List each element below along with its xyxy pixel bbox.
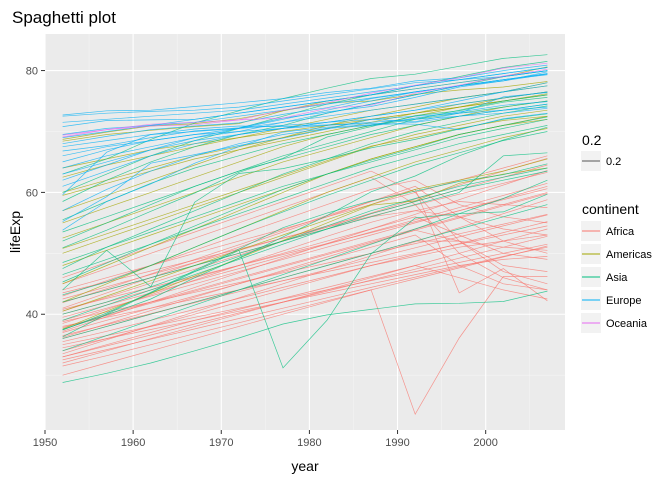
series-line-asia [62, 193, 548, 369]
series-line-africa [62, 234, 548, 333]
y-tick-label: 40 [26, 309, 38, 321]
axis-ticks: 1950 1960 1970 1980 1990 2000 40 60 80 [26, 66, 498, 449]
series-line-americas [62, 94, 548, 193]
series-line-africa [62, 170, 548, 332]
alpha-legend-title: 0.2 [582, 132, 602, 148]
series-line-asia [62, 131, 548, 296]
series-line-asia [62, 61, 548, 193]
x-tick-label: 1950 [33, 437, 57, 449]
series-line-africa [62, 216, 548, 315]
series-line-americas [62, 158, 548, 312]
series-line-africa [62, 213, 548, 322]
continent-legend: continent Africa Americas Asia Europe Oceani… [581, 201, 652, 333]
series-line-africa [62, 214, 548, 336]
series-line-africa [62, 243, 548, 346]
series-line-africa [62, 201, 548, 324]
series-line-africa [62, 171, 548, 294]
series-line-oceania [62, 68, 548, 136]
series-line-africa [62, 182, 548, 318]
series-line-asia [62, 116, 548, 283]
series-line-africa [62, 229, 548, 338]
series-line-asia [62, 204, 548, 339]
legend-label-europe: Europe [606, 295, 641, 307]
series-line-africa [62, 193, 548, 328]
series-line-asia [62, 97, 548, 249]
series-line-asia [62, 100, 548, 221]
series-line-africa [62, 192, 548, 330]
series-line-asia [62, 167, 548, 315]
series-line-asia [62, 152, 548, 303]
series-line-europe [62, 73, 548, 135]
series-line-asia [62, 113, 548, 291]
y-axis-title: lifeExp [7, 211, 23, 253]
series-line-europe [62, 82, 548, 181]
series-line-europe [62, 101, 548, 231]
x-tick-label: 1970 [209, 437, 233, 449]
series-line-asia [62, 94, 548, 233]
alpha-legend-label: 0.2 [606, 156, 621, 168]
series-line-asia [62, 290, 548, 383]
chart-title: Spaghetti plot [12, 8, 116, 27]
series-line-asia [62, 54, 548, 175]
series-line-africa [62, 221, 548, 343]
series-line-asia [62, 125, 548, 275]
series-line-asia [62, 170, 548, 321]
x-axis-title: year [291, 458, 319, 474]
series-line-europe [62, 70, 548, 117]
series-line-europe [62, 107, 548, 157]
series-line-americas [62, 100, 548, 239]
series-line-europe [62, 85, 548, 175]
legend-label-africa: Africa [606, 226, 635, 238]
legend-label-asia: Asia [606, 272, 628, 284]
series-line-africa [62, 235, 548, 358]
x-tick-label: 1990 [385, 437, 409, 449]
series-line-europe [62, 92, 548, 222]
y-tick-label: 60 [26, 187, 38, 199]
series-line-africa [62, 225, 548, 327]
series-line-africa [62, 185, 548, 309]
series-line-africa [62, 246, 548, 361]
y-tick-label: 80 [26, 66, 38, 78]
series-line-asia [62, 163, 548, 331]
series-line-europe [62, 106, 548, 148]
series-line-africa [62, 155, 548, 291]
series-line-asia [62, 126, 548, 330]
series-line-africa [62, 276, 548, 416]
series-line-americas [62, 109, 548, 254]
series-line-asia [62, 118, 548, 263]
series-line-africa [62, 157, 548, 312]
continent-legend-title: continent [582, 201, 639, 217]
series-line-europe [62, 67, 548, 123]
series-line-asia [62, 179, 548, 352]
legend-label-oceania: Oceania [606, 318, 648, 330]
x-tick-label: 2000 [473, 437, 497, 449]
x-tick-label: 1980 [297, 437, 321, 449]
x-tick-label: 1960 [121, 437, 145, 449]
series-line-oceania [62, 62, 548, 138]
series-line-americas [62, 91, 548, 224]
legend-label-americas: Americas [606, 249, 652, 261]
series-line-africa [62, 256, 548, 349]
series-line-africa [62, 176, 548, 291]
series-line-europe [62, 64, 548, 116]
series-line-africa [62, 170, 548, 279]
series-line-africa [62, 265, 548, 358]
series-line-africa [62, 245, 548, 367]
series-line-europe [62, 103, 548, 212]
alpha-legend: 0.2 0.2 [581, 132, 621, 171]
series-line-asia [62, 105, 548, 269]
series-lines [62, 54, 548, 416]
